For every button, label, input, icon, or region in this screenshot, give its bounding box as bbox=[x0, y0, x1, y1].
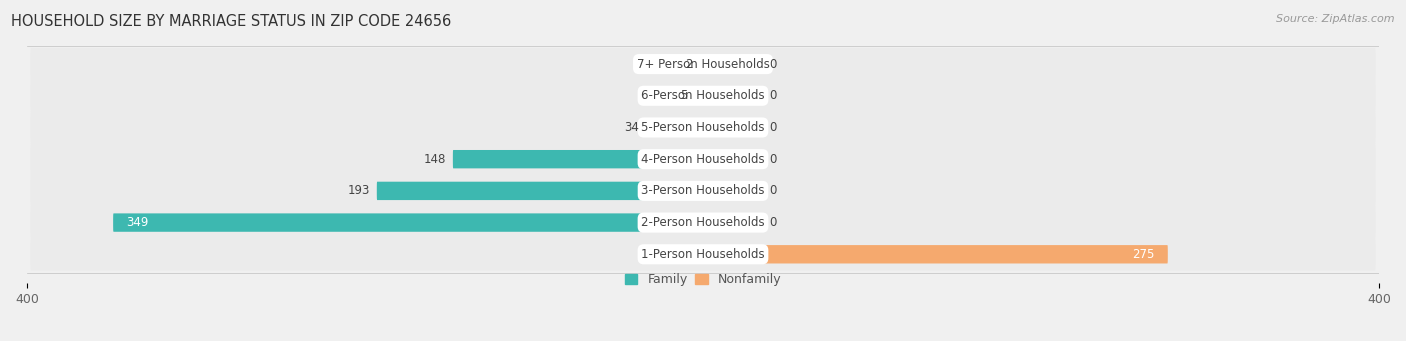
Text: 5-Person Households: 5-Person Households bbox=[641, 121, 765, 134]
Text: 7+ Person Households: 7+ Person Households bbox=[637, 58, 769, 71]
FancyBboxPatch shape bbox=[31, 143, 1375, 175]
FancyBboxPatch shape bbox=[31, 175, 1375, 207]
Text: 193: 193 bbox=[347, 184, 370, 197]
Text: Source: ZipAtlas.com: Source: ZipAtlas.com bbox=[1277, 14, 1395, 24]
Text: 2-Person Households: 2-Person Households bbox=[641, 216, 765, 229]
FancyBboxPatch shape bbox=[703, 118, 762, 137]
FancyBboxPatch shape bbox=[703, 213, 762, 232]
Text: 349: 349 bbox=[127, 216, 149, 229]
FancyBboxPatch shape bbox=[703, 87, 762, 105]
FancyBboxPatch shape bbox=[703, 55, 762, 73]
Text: 0: 0 bbox=[769, 58, 776, 71]
Text: 0: 0 bbox=[769, 184, 776, 197]
Text: 0: 0 bbox=[769, 89, 776, 102]
FancyBboxPatch shape bbox=[31, 238, 1375, 270]
FancyBboxPatch shape bbox=[703, 245, 1168, 264]
Text: 0: 0 bbox=[769, 153, 776, 166]
FancyBboxPatch shape bbox=[700, 55, 703, 73]
Text: 5: 5 bbox=[681, 89, 688, 102]
FancyBboxPatch shape bbox=[377, 182, 703, 200]
FancyBboxPatch shape bbox=[453, 150, 703, 168]
Text: 1-Person Households: 1-Person Households bbox=[641, 248, 765, 261]
FancyBboxPatch shape bbox=[644, 245, 703, 264]
Text: 34: 34 bbox=[624, 121, 638, 134]
Text: 4-Person Households: 4-Person Households bbox=[641, 153, 765, 166]
FancyBboxPatch shape bbox=[31, 111, 1375, 144]
Text: 0: 0 bbox=[769, 121, 776, 134]
Text: 0: 0 bbox=[769, 216, 776, 229]
Text: HOUSEHOLD SIZE BY MARRIAGE STATUS IN ZIP CODE 24656: HOUSEHOLD SIZE BY MARRIAGE STATUS IN ZIP… bbox=[11, 14, 451, 29]
FancyBboxPatch shape bbox=[695, 87, 703, 105]
FancyBboxPatch shape bbox=[703, 182, 762, 200]
Text: 148: 148 bbox=[423, 153, 446, 166]
Text: 6-Person Households: 6-Person Households bbox=[641, 89, 765, 102]
FancyBboxPatch shape bbox=[31, 48, 1375, 80]
Text: 2: 2 bbox=[685, 58, 693, 71]
FancyBboxPatch shape bbox=[703, 150, 762, 168]
FancyBboxPatch shape bbox=[31, 79, 1375, 112]
FancyBboxPatch shape bbox=[31, 206, 1375, 239]
Legend: Family, Nonfamily: Family, Nonfamily bbox=[624, 273, 782, 286]
FancyBboxPatch shape bbox=[112, 213, 703, 232]
Text: 275: 275 bbox=[1132, 248, 1154, 261]
FancyBboxPatch shape bbox=[645, 118, 703, 137]
Text: 3-Person Households: 3-Person Households bbox=[641, 184, 765, 197]
